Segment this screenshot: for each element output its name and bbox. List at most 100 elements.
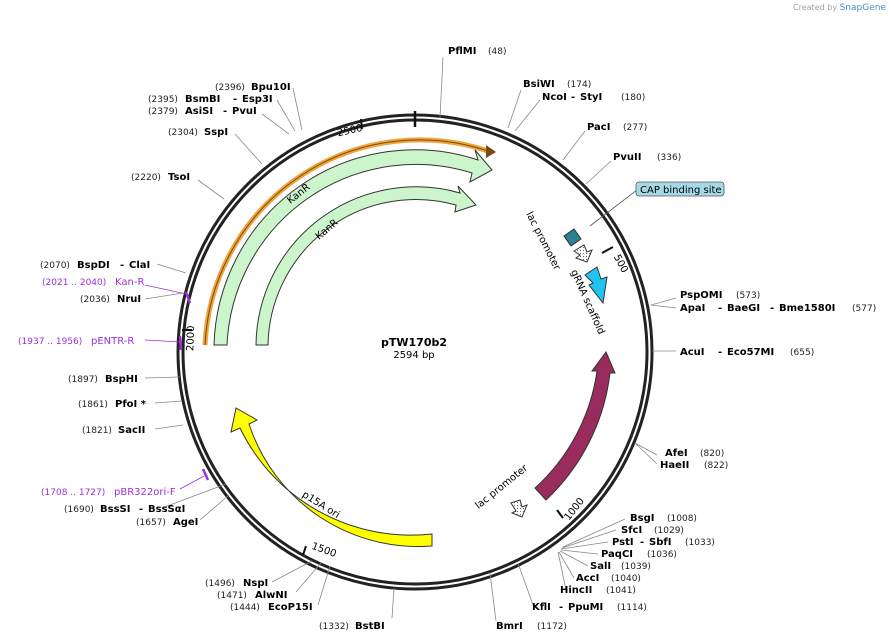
- enzyme-tsoi-pos: (2220): [131, 173, 161, 183]
- enzyme-psti-sbfi[interactable]: PstI - SbfI (1033): [612, 537, 715, 548]
- enzyme-apai-group[interactable]: ApaI - BaeGI - Bme1580I (577): [680, 303, 876, 314]
- enzyme-styi-name: StyI: [580, 92, 602, 103]
- grna-scaffold-arrow[interactable]: gRNA scaffold: [568, 266, 608, 336]
- enzyme-sali-pos: (1039): [621, 562, 651, 572]
- enzyme-paci[interactable]: PacI (277): [587, 122, 647, 133]
- plasmid-length: 2594 bp: [393, 350, 434, 361]
- primer-kan-r-range: (2021 .. 2040): [42, 278, 106, 288]
- enzyme-bme1580i-name: Bme1580I: [779, 303, 835, 314]
- enzyme-haeii[interactable]: HaeII (822): [660, 460, 728, 471]
- enzyme-ncoi-name: NcoI: [542, 92, 567, 103]
- enzyme-paqci[interactable]: PaqCI (1036): [601, 549, 677, 560]
- svg-text:-: -: [718, 347, 722, 358]
- enzyme-tsoi[interactable]: (2220) TsoI: [131, 172, 190, 183]
- enzyme-sacii-name: SacII: [118, 425, 145, 436]
- enzyme-agei[interactable]: (1657) AgeI: [136, 517, 198, 528]
- enzyme-bsgi[interactable]: BsgI (1008): [630, 513, 697, 524]
- enzyme-pvuii-pos: (336): [657, 153, 681, 163]
- enzyme-acci-pos: (1040): [611, 574, 641, 584]
- enzyme-sali[interactable]: SalI (1039): [590, 561, 651, 572]
- lac-promoter-lower[interactable]: lac promoter: [473, 462, 531, 518]
- enzyme-afei-name: AfeI: [665, 448, 688, 459]
- enzyme-bstbi[interactable]: (1332) BstBI: [319, 621, 385, 632]
- enzyme-kfli-ppumi[interactable]: KflI - PpuMI (1114): [532, 602, 647, 613]
- enzyme-eco57mi-name: Eco57MI: [727, 347, 774, 358]
- tick-label-2500: 2500: [336, 123, 363, 139]
- svg-text:-: -: [718, 303, 722, 314]
- enzyme-pvuii[interactable]: PvuII (336): [613, 152, 681, 163]
- enzyme-bsphi[interactable]: (1897) BspHI: [68, 374, 138, 385]
- plasmid-name: pTW170b2: [381, 336, 447, 349]
- kanr-orange-arrowhead: [486, 145, 496, 158]
- enzyme-ncoi-styi[interactable]: NcoI - StyI (180): [542, 92, 645, 103]
- enzyme-bsssai-name: BssSαI: [148, 504, 185, 515]
- kanr-arrow-outer[interactable]: KanR: [213, 149, 493, 346]
- enzyme-sfci[interactable]: SfcI (1029): [621, 525, 684, 536]
- enzyme-alwni-name: AlwNI: [255, 590, 288, 601]
- enzyme-sfci-name: SfcI: [621, 525, 642, 536]
- enzyme-sali-name: SalI: [590, 561, 611, 572]
- enzyme-bmri-pos: (1172): [537, 622, 567, 632]
- enzyme-asisi-pvui[interactable]: (2379) AsiSI - PvuI: [148, 106, 257, 117]
- svg-text:-: -: [559, 602, 563, 613]
- enzyme-pflmi-pos: (48): [488, 47, 506, 57]
- enzyme-agei-name: AgeI: [173, 517, 198, 528]
- primers: (2021 .. 2040) Kan-R (1937 .. 1956) pENT…: [18, 277, 210, 498]
- lac-promoter-upper[interactable]: lac promoter: [523, 210, 593, 273]
- primer-kan-r[interactable]: (2021 .. 2040) Kan-R: [42, 277, 192, 304]
- enzyme-psti-name: PstI: [612, 537, 634, 548]
- enzyme-tsoi-name: TsoI: [168, 172, 190, 183]
- lac-promoter-upper-label: lac promoter: [523, 210, 562, 273]
- primer-kan-r-mark: [184, 291, 192, 304]
- enzyme-bsmbi-pos: (2395): [148, 95, 178, 105]
- enzyme-bstbi-pos: (1332): [319, 622, 349, 632]
- snapgene-brand: Created by SnapGene: [793, 3, 886, 13]
- enzyme-acci[interactable]: AccI (1040): [576, 573, 641, 584]
- enzyme-nrui-pos: (2036): [80, 295, 110, 305]
- enzyme-sbfi-name: SbfI: [649, 537, 671, 548]
- enzyme-bpu10i-pos: (2396): [215, 83, 245, 93]
- cap-binding-site[interactable]: CAP binding site: [589, 181, 725, 227]
- enzyme-pfoi-pos: (1861): [78, 400, 108, 410]
- enzyme-bsssi-group[interactable]: (1690) BssSI - BssSαI: [64, 504, 185, 515]
- cap-binding-site-label: CAP binding site: [640, 185, 722, 196]
- primer-pbr322ori-f-range: (1708 .. 1727): [41, 488, 105, 498]
- tick-500: [601, 246, 614, 254]
- enzyme-bsmbi-esp3i[interactable]: (2395) BsmBI - Esp3I: [148, 94, 273, 105]
- snapgene-logo-text: SnapGene: [839, 3, 886, 13]
- enzyme-nrui[interactable]: (2036) NruI: [80, 294, 141, 305]
- enzyme-bspdi-pos: (2070): [40, 261, 70, 271]
- enzyme-ncoi-pos: (180): [621, 93, 645, 103]
- enzyme-nrui-name: NruI: [117, 294, 141, 305]
- enzyme-pspomi[interactable]: PspOMI (573): [680, 290, 760, 301]
- enzyme-kfli-pos: (1114): [617, 603, 647, 613]
- enzyme-nspi[interactable]: (1496) NspI: [205, 578, 268, 589]
- lac-promoter-lower-arrow: [510, 499, 528, 518]
- enzyme-nspi-name: NspI: [243, 578, 268, 589]
- enzyme-bsiwi[interactable]: BsiWI (174): [523, 79, 591, 90]
- enzyme-hincii-name: HincII: [560, 585, 592, 596]
- enzyme-pflmi[interactable]: PflMI (48): [448, 46, 506, 57]
- primer-pentr-r-range: (1937 .. 1956): [18, 337, 82, 347]
- enzyme-ppumi-name: PpuMI: [568, 602, 603, 613]
- enzyme-sspi-name: SspI: [204, 127, 228, 138]
- enzyme-acui-group[interactable]: AcuI - Eco57MI (655): [680, 347, 814, 358]
- enzyme-bpu10i[interactable]: (2396) Bpu10I: [215, 82, 291, 93]
- enzyme-bspdi-clai[interactable]: (2070) BspDI - ClaI: [40, 260, 150, 271]
- enzyme-bmri[interactable]: BmrI (1172): [496, 621, 567, 632]
- enzyme-ecop15i[interactable]: (1444) EcoP15I: [230, 602, 313, 613]
- enzyme-psti-pos: (1033): [685, 538, 715, 548]
- primer-pbr322ori-f[interactable]: (1708 .. 1727) pBR322ori-F: [41, 468, 210, 498]
- enzyme-pfoi[interactable]: (1861) PfoI *: [78, 399, 147, 410]
- enzyme-sacii[interactable]: (1821) SacII: [82, 425, 145, 436]
- enzyme-bstbi-name: BstBI: [355, 621, 385, 632]
- enzyme-hincii[interactable]: HincII (1041): [560, 585, 636, 596]
- primer-pentr-r[interactable]: (1937 .. 1956) pENTR-R: [18, 335, 183, 351]
- enzyme-baegi-name: BaeGI: [727, 303, 760, 314]
- enzyme-sspi[interactable]: (2304) SspI: [168, 127, 228, 138]
- svg-text:-: -: [139, 504, 143, 515]
- kanr-orange-arc[interactable]: [202, 137, 496, 346]
- enzyme-afei[interactable]: AfeI (820): [665, 448, 724, 459]
- enzyme-alwni[interactable]: (1471) AlwNI: [217, 590, 288, 601]
